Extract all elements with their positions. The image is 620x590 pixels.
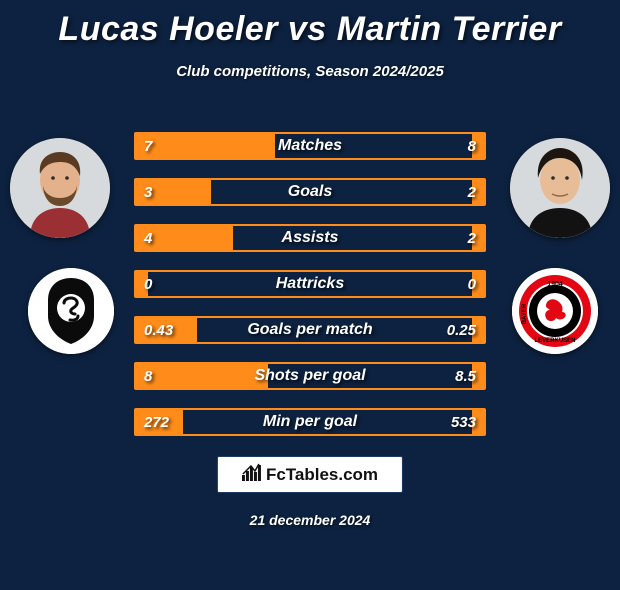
- stat-fill-right: [472, 270, 486, 298]
- stat-bar-outline: [134, 408, 486, 436]
- brand-icon: [242, 463, 262, 486]
- svg-text:1904: 1904: [547, 281, 563, 288]
- stat-fill-right: [472, 362, 486, 390]
- stat-fill-right: [472, 224, 486, 252]
- stat-fill-right: [472, 408, 486, 436]
- stat-fill-left: [134, 178, 211, 206]
- stat-row: 42Assists: [134, 224, 486, 252]
- stat-bar-outline: [134, 270, 486, 298]
- stat-fill-left: [134, 316, 197, 344]
- brand-box: FcTables.com: [217, 456, 403, 493]
- player-left-avatar: [10, 138, 110, 238]
- subtitle: Club competitions, Season 2024/2025: [0, 63, 620, 80]
- stat-row: 00Hattricks: [134, 270, 486, 298]
- svg-text:LEVERKUSEN: LEVERKUSEN: [534, 338, 575, 344]
- stat-fill-left: [134, 132, 275, 160]
- stat-fill-right: [472, 178, 486, 206]
- stat-fill-right: [472, 316, 486, 344]
- stat-fill-left: [134, 408, 183, 436]
- stat-row: 78Matches: [134, 132, 486, 160]
- stat-row: 0.430.25Goals per match: [134, 316, 486, 344]
- page-title: Lucas Hoeler vs Martin Terrier: [0, 10, 620, 49]
- brand-text: FcTables.com: [266, 465, 378, 485]
- stats-bars: 78Matches 32Goals 42Assists 00Hattricks 0.43…: [134, 132, 486, 454]
- stat-fill-left: [134, 270, 148, 298]
- stat-row: 272533Min per goal: [134, 408, 486, 436]
- stat-row: 88.5Shots per goal: [134, 362, 486, 390]
- club-left-badge: [28, 268, 114, 354]
- svg-text:BAYER: BAYER: [522, 303, 528, 324]
- stat-fill-left: [134, 224, 233, 252]
- stat-row: 32Goals: [134, 178, 486, 206]
- club-right-badge: 1904 LEVERKUSEN BAYER: [512, 268, 598, 354]
- stat-fill-right: [472, 132, 486, 160]
- stat-fill-left: [134, 362, 268, 390]
- player-right-avatar: [510, 138, 610, 238]
- date-text: 21 december 2024: [0, 512, 620, 528]
